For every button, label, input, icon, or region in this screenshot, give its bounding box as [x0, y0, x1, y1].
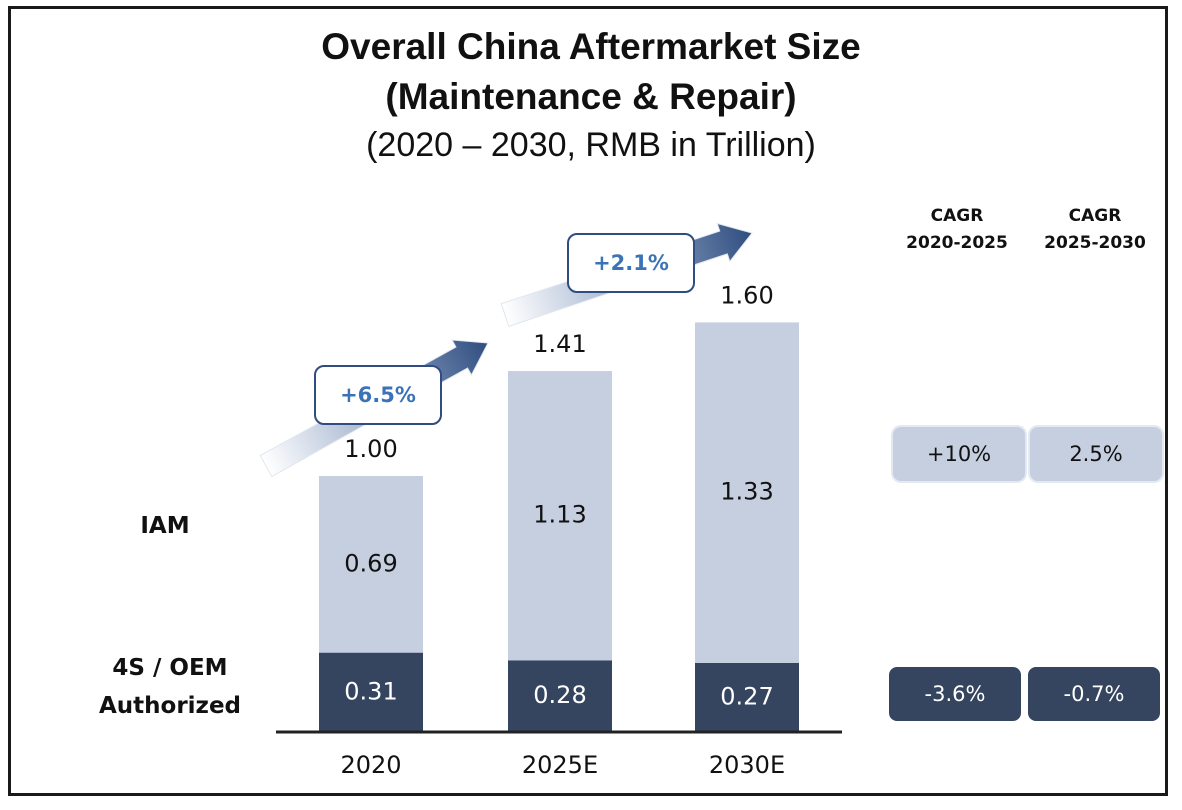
- cagr-header-2-line1: CAGR: [1068, 206, 1122, 226]
- bar-iam-2030E: [695, 322, 799, 663]
- growth-2020-2025-callout-label: +6.5%: [340, 383, 416, 407]
- bar-oem-2020: [319, 652, 423, 732]
- cagr-iam-2020-2025: +10%: [893, 427, 1025, 481]
- growth-2020-2025-callout-box: [314, 365, 442, 425]
- cagr-header-1-line2: 2020-2025: [906, 233, 1008, 253]
- bar-oem-2030E: [695, 662, 799, 732]
- cagr-header-2025-2030: CAGR 2025-2030: [1025, 203, 1165, 257]
- total-label-2020: 1.00: [344, 435, 397, 463]
- chart-units: (2020 – 2030, RMB in Trillion): [366, 126, 816, 164]
- cagr-oem-2020-2025: -3.6%: [889, 667, 1021, 721]
- chart-title: Overall China Aftermarket Size: [321, 26, 861, 67]
- oem-value-label-2020: 0.31: [344, 677, 397, 705]
- iam-value-label-2020: 0.69: [344, 549, 397, 577]
- bar-iam-2020: [319, 476, 423, 653]
- cagr-iam-2025-2030: 2.5%: [1030, 427, 1162, 481]
- oem-value-label-2030E: 0.27: [720, 682, 773, 710]
- row-label-iam: IAM: [140, 513, 190, 539]
- bar-iam-2025E: [508, 371, 612, 661]
- row-label-oem-line2: Authorized: [98, 693, 242, 719]
- total-label-2025E: 1.41: [533, 330, 586, 358]
- iam-value-label-2030E: 1.33: [720, 478, 773, 506]
- cagr-header-1-line1: CAGR: [930, 206, 984, 226]
- cagr-oem-2025-2030: -0.7%: [1028, 667, 1160, 721]
- row-label-oem-line1: 4S / OEM: [112, 655, 228, 681]
- cagr-header-2020-2025: CAGR 2020-2025: [887, 203, 1027, 257]
- bar-oem-2025E: [508, 660, 612, 732]
- chart-subtitle: (Maintenance & Repair): [385, 76, 797, 117]
- x-tick-label-2020: 2020: [340, 751, 401, 779]
- oem-value-label-2025E: 0.28: [533, 681, 586, 709]
- x-tick-label-2025E: 2025E: [522, 751, 598, 779]
- cagr-header-2-line2: 2025-2030: [1044, 233, 1146, 253]
- growth-2025-2030-callout-box: [567, 233, 695, 293]
- growth-2025-2030-callout-label: +2.1%: [593, 251, 669, 275]
- iam-value-label-2025E: 1.13: [533, 501, 586, 529]
- total-label-2030E: 1.60: [720, 281, 773, 309]
- x-tick-label-2030E: 2030E: [709, 751, 785, 779]
